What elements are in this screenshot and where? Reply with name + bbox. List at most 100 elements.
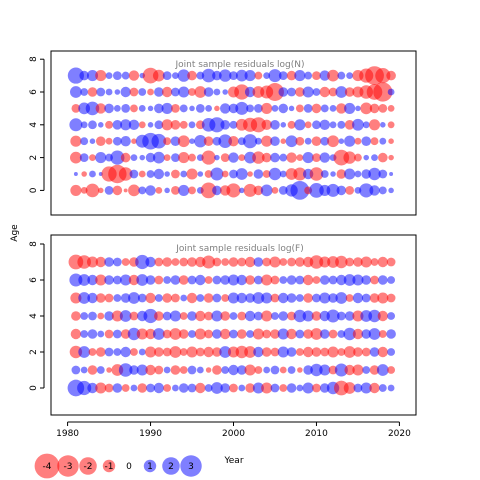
residual-bubble <box>186 292 198 304</box>
residual-bubble <box>189 138 195 144</box>
legend-label: 3 <box>188 462 194 472</box>
residual-bubble <box>343 151 356 164</box>
residual-bubble <box>80 312 89 320</box>
residual-bubble <box>70 184 82 196</box>
residual-bubble <box>302 152 314 164</box>
residual-bubble <box>212 293 222 303</box>
residual-bubble <box>145 292 156 304</box>
residual-bubble <box>220 383 230 393</box>
residual-bubble <box>261 102 273 114</box>
residual-bubble <box>335 292 348 304</box>
residual-bubble <box>279 276 288 284</box>
legend-label: 0 <box>126 462 132 472</box>
residual-bubble <box>270 275 280 285</box>
residual-bubble <box>311 311 322 321</box>
residual-bubble <box>302 346 314 358</box>
residual-bubble <box>71 365 81 375</box>
residual-bubble <box>105 137 113 145</box>
residual-bubble <box>303 329 313 339</box>
residual-bubble <box>196 294 205 302</box>
residual-bubble <box>154 347 164 357</box>
residual-bubble <box>127 327 141 341</box>
residual-bubble <box>151 133 167 149</box>
residual-bubble <box>286 328 297 340</box>
residual-bubble <box>104 383 114 393</box>
residual-bubble <box>188 330 196 338</box>
residual-bubble <box>261 382 273 394</box>
residual-bubble <box>77 380 92 396</box>
residual-bubble <box>70 135 82 147</box>
residual-bubble <box>186 346 198 358</box>
residual-bubble <box>336 274 347 286</box>
residual-bubble <box>131 138 137 144</box>
residual-bubble <box>95 274 107 286</box>
residual-bubble <box>138 348 146 356</box>
residual-bubble <box>387 276 396 284</box>
residual-bubble <box>118 167 133 181</box>
residual-bubble <box>171 169 180 179</box>
residual-bubble <box>344 135 356 147</box>
residual-bubble <box>244 346 256 358</box>
residual-bubble <box>370 258 379 266</box>
residual-bubble <box>222 89 228 95</box>
y-axis-label: Age <box>10 224 20 242</box>
residual-bubble <box>345 294 354 302</box>
residual-bubble <box>96 87 106 97</box>
residual-bubble <box>344 168 356 180</box>
residual-bubble <box>302 382 314 394</box>
residual-bubble <box>380 122 386 128</box>
residual-bubble <box>287 87 296 97</box>
residual-bubble <box>147 105 154 112</box>
residual-bubble <box>196 366 204 374</box>
residual-bubble <box>304 121 312 129</box>
residual-bubble <box>187 383 197 393</box>
residual-bubble <box>312 120 321 130</box>
residual-bubble <box>130 348 138 356</box>
residual-bubble <box>187 257 197 267</box>
residual-bubble <box>154 275 164 285</box>
legend-label: 1 <box>147 462 153 472</box>
residual-bubble <box>261 152 272 163</box>
residual-bubble <box>95 256 106 268</box>
residual-bubble <box>162 329 172 339</box>
residual-bubble <box>352 310 364 322</box>
residual-bubble <box>169 346 182 358</box>
residual-bubble <box>205 105 213 112</box>
legend-bubble <box>102 459 116 473</box>
residual-bubble <box>370 137 379 146</box>
residual-bubble <box>163 276 172 284</box>
y-tick-label: 2 <box>29 155 39 161</box>
residual-bubble <box>277 328 289 340</box>
residual-bubble <box>377 310 389 322</box>
residual-bubble <box>295 294 304 302</box>
residual-bubble <box>187 311 197 321</box>
residual-bubble <box>112 257 122 267</box>
residual-bubble <box>302 86 314 98</box>
residual-bubble <box>369 347 380 357</box>
residual-bubble <box>235 345 248 359</box>
residual-bubble <box>368 167 381 181</box>
residual-bubble <box>154 87 164 97</box>
x-tick-label: 2010 <box>305 429 328 439</box>
residual-bubble <box>143 308 158 324</box>
residual-bubble <box>296 384 304 392</box>
residual-bubble <box>128 184 140 197</box>
residual-bubble <box>104 347 114 357</box>
residual-bubble <box>377 292 389 304</box>
residual-bubble <box>128 292 140 304</box>
residual-bubble <box>79 70 89 81</box>
residual-bubble <box>220 120 230 130</box>
residual-bubble <box>270 347 280 357</box>
residual-bubble <box>312 383 321 393</box>
residual-bubble <box>112 136 122 146</box>
residual-bubble <box>279 153 288 162</box>
residual-bubble <box>336 103 347 114</box>
residual-bubble <box>311 103 322 114</box>
residual-bubble <box>229 169 238 179</box>
residual-bubble <box>278 87 289 97</box>
residual-bubble <box>105 120 113 129</box>
residual-bubble <box>311 347 322 357</box>
residual-bubble <box>79 153 89 162</box>
residual-bubble <box>171 293 180 303</box>
